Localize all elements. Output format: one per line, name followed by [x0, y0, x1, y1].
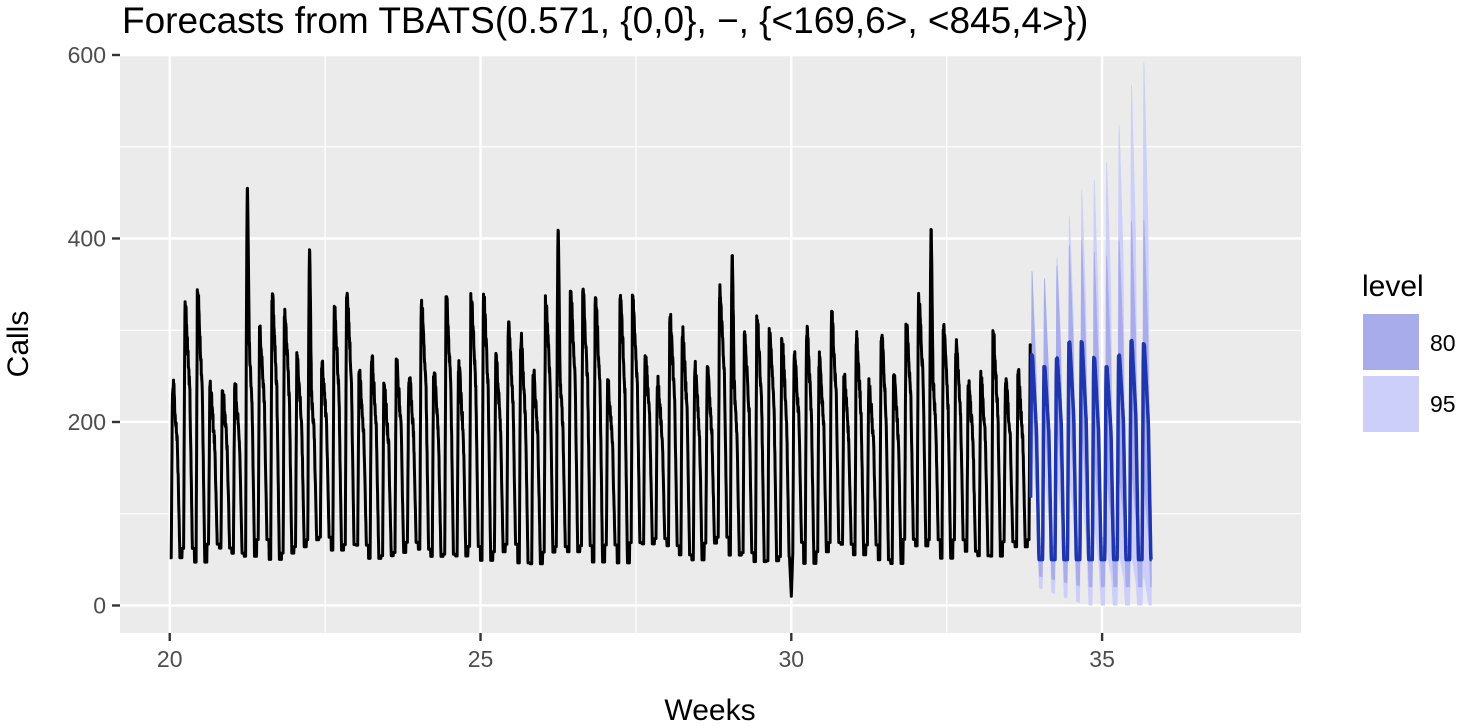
y-tick-label-0: 0 [93, 592, 106, 618]
x-tick-label-2: 30 [779, 646, 805, 672]
x-tick-label-0: 20 [157, 646, 183, 672]
axes: 0 200 400 600 20 25 30 35 [68, 42, 1115, 672]
y-tick-label-1: 200 [68, 409, 106, 435]
band-80 [1030, 219, 1152, 588]
legend-label-80: 80 [1430, 330, 1456, 356]
y-tick-label-3: 600 [68, 42, 106, 68]
x-axis-title: Weeks [664, 694, 755, 726]
history-line [168, 186, 1032, 598]
legend: level 80 95 [1362, 270, 1456, 432]
y-tick-label-2: 400 [68, 225, 106, 251]
legend-label-95: 95 [1430, 391, 1456, 417]
chart-title: Forecasts from TBATS(0.571, {0,0}, −, {<… [122, 0, 1088, 41]
legend-key-95 [1363, 376, 1419, 432]
x-tick-label-1: 25 [468, 646, 494, 672]
x-tick-label-3: 35 [1089, 646, 1115, 672]
y-axis-title: Calls [2, 311, 35, 378]
legend-title: level [1362, 270, 1424, 303]
series-lines [168, 186, 1154, 598]
legend-key-80 [1363, 314, 1419, 370]
forecast-line [1028, 338, 1154, 562]
